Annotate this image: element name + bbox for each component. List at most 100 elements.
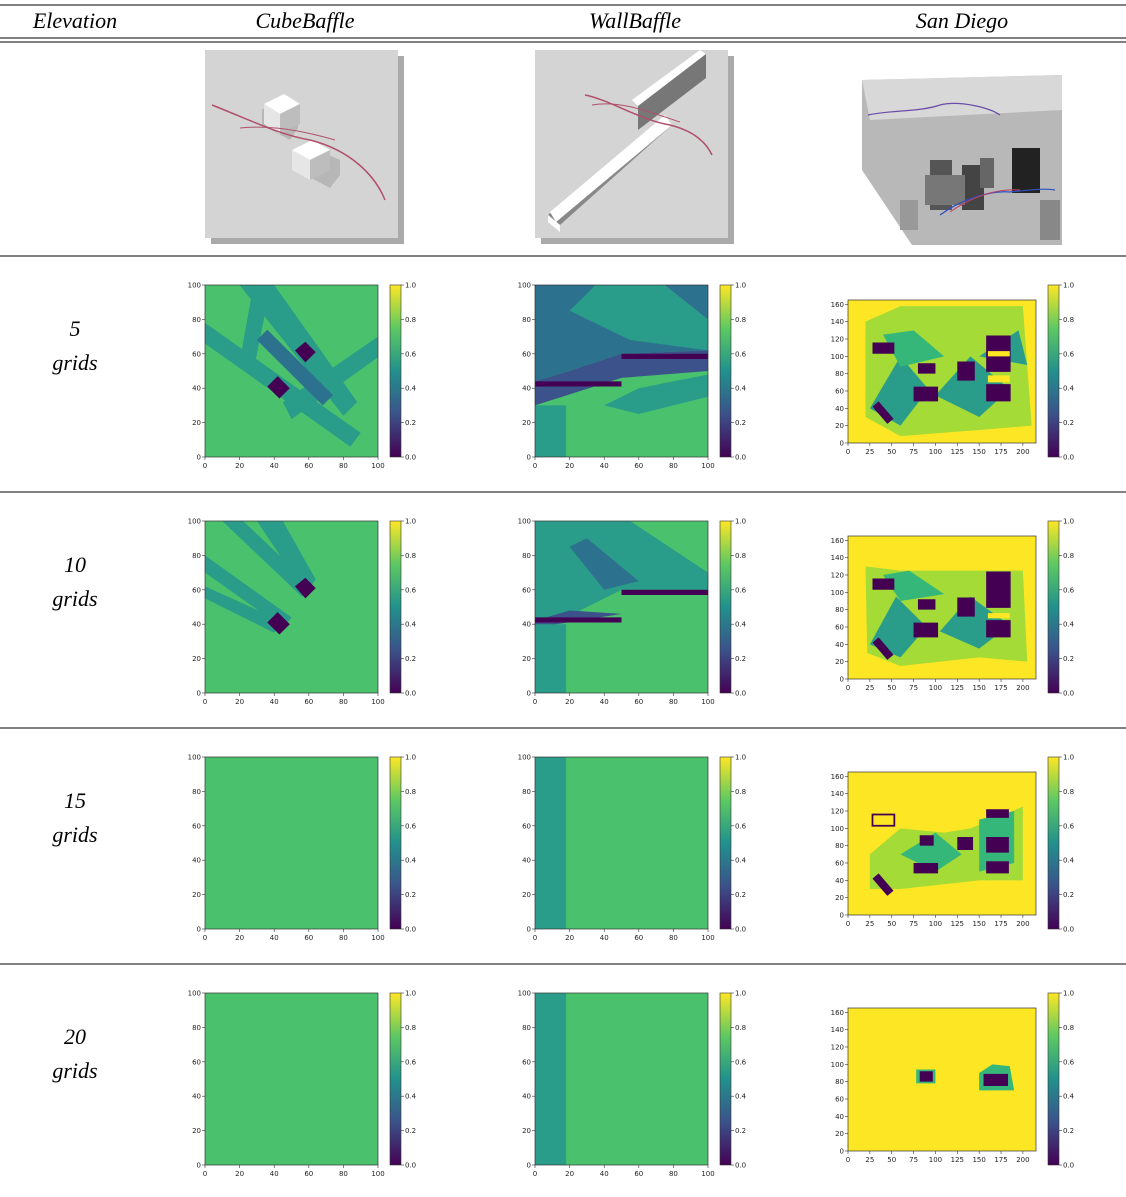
x-tick-label: 60 (634, 934, 643, 942)
x-tick-label: 125 (951, 920, 964, 928)
colorbar (390, 757, 401, 929)
colorbar-tick-label: 0.2 (405, 419, 416, 427)
x-tick-label: 0 (846, 1156, 850, 1164)
y-tick-label: 40 (192, 857, 201, 865)
colorbar-tick-label: 0.4 (1063, 857, 1075, 865)
x-tick-label: 0 (533, 698, 537, 706)
y-tick-label: 0 (527, 926, 531, 934)
colorbar-tick-label: 1.0 (1063, 754, 1074, 762)
x-tick-label: 150 (972, 1156, 985, 1164)
x-tick-label: 100 (701, 462, 714, 470)
y-tick-label: 60 (835, 624, 844, 632)
x-tick-label: 60 (634, 698, 643, 706)
heatmap-panel: 0255075100125150175200020406080100120140… (831, 282, 1075, 462)
x-tick-label: 0 (533, 934, 537, 942)
x-tick-label: 80 (339, 934, 348, 942)
colorbar-tick-label: 0.4 (405, 385, 417, 393)
y-tick-label: 120 (831, 808, 844, 816)
y-tick-label: 120 (831, 336, 844, 344)
y-tick-label: 80 (192, 788, 201, 796)
heatmap (535, 521, 708, 693)
heatmap-panel: 0204060801000204060801000.00.20.40.60.81… (518, 754, 747, 943)
y-tick-label: 0 (840, 440, 844, 448)
colorbar-tick-label: 0.6 (405, 822, 417, 830)
column-header: San Diego (916, 8, 1008, 33)
colorbar-tick-label: 1.0 (405, 754, 416, 762)
x-tick-label: 175 (994, 684, 1007, 692)
colorbar-tick-label: 0.0 (735, 1162, 746, 1170)
x-tick-label: 25 (865, 1156, 874, 1164)
region (957, 598, 974, 617)
y-tick-label: 60 (522, 1058, 531, 1066)
colorbar-tick-label: 0.0 (405, 454, 416, 462)
x-tick-label: 50 (887, 1156, 896, 1164)
x-tick-label: 175 (994, 920, 1007, 928)
y-tick-label: 60 (835, 1096, 844, 1104)
y-tick-label: 0 (840, 676, 844, 684)
colorbar-tick-label: 0.4 (735, 857, 747, 865)
x-tick-label: 50 (887, 920, 896, 928)
colorbar-tick-label: 0.4 (735, 385, 747, 393)
y-tick-label: 20 (835, 658, 844, 666)
x-tick-label: 75 (909, 1156, 918, 1164)
colorbar-tick-label: 0.8 (405, 316, 416, 324)
colorbar-tick-label: 0.2 (1063, 655, 1074, 663)
colorbar-tick-label: 0.8 (405, 788, 416, 796)
heatmap-panel: 0204060801000204060801000.00.20.40.60.81… (518, 282, 747, 471)
city-render (862, 75, 1062, 245)
x-tick-label: 200 (1016, 684, 1029, 692)
region (957, 837, 973, 850)
x-tick-label: 100 (929, 684, 942, 692)
x-tick-label: 60 (304, 698, 313, 706)
y-tick-label: 20 (835, 422, 844, 430)
x-tick-label: 125 (951, 448, 964, 456)
colorbar-tick-label: 0.4 (405, 1093, 417, 1101)
region (986, 837, 1009, 853)
y-tick-label: 60 (192, 822, 201, 830)
colorbar-tick-label: 0.6 (735, 586, 747, 594)
colorbar (390, 993, 401, 1165)
x-tick-label: 0 (846, 920, 850, 928)
x-tick-label: 150 (972, 684, 985, 692)
y-tick-label: 100 (518, 754, 531, 762)
heatmap-cells (848, 772, 1036, 915)
y-tick-label: 80 (835, 842, 844, 850)
x-tick-label: 100 (929, 920, 942, 928)
region (535, 405, 566, 457)
y-tick-label: 100 (188, 518, 201, 526)
field (205, 757, 378, 929)
heatmap-cells (848, 536, 1036, 679)
colorbar (720, 993, 731, 1165)
column-header: WallBaffle (589, 8, 681, 33)
colorbar (1048, 757, 1059, 929)
x-tick-label: 100 (929, 1156, 942, 1164)
colorbar (720, 285, 731, 457)
row-label: 15 (64, 788, 86, 813)
colorbar-tick-label: 0.8 (735, 316, 746, 324)
y-tick-label: 0 (840, 1148, 844, 1156)
x-tick-label: 0 (203, 934, 207, 942)
y-tick-label: 0 (840, 912, 844, 920)
x-tick-label: 0 (203, 1170, 207, 1178)
y-tick-label: 20 (192, 655, 201, 663)
region (872, 578, 894, 589)
y-tick-label: 100 (188, 754, 201, 762)
heatmap (848, 1008, 1036, 1151)
colorbar-tick-label: 0.6 (735, 822, 747, 830)
colorbar-tick-label: 0.4 (735, 1093, 747, 1101)
row-label: 10 (64, 552, 86, 577)
x-tick-label: 100 (371, 934, 384, 942)
region (988, 613, 1010, 618)
y-tick-label: 60 (522, 822, 531, 830)
region (920, 1071, 933, 1081)
colorbar-tick-label: 1.0 (1063, 282, 1074, 290)
region (535, 624, 566, 693)
y-tick-label: 120 (831, 1044, 844, 1052)
y-tick-label: 0 (197, 926, 201, 934)
x-tick-label: 125 (951, 1156, 964, 1164)
region (914, 623, 938, 638)
heatmap (848, 772, 1036, 915)
colorbar-tick-label: 0.0 (1063, 454, 1074, 462)
